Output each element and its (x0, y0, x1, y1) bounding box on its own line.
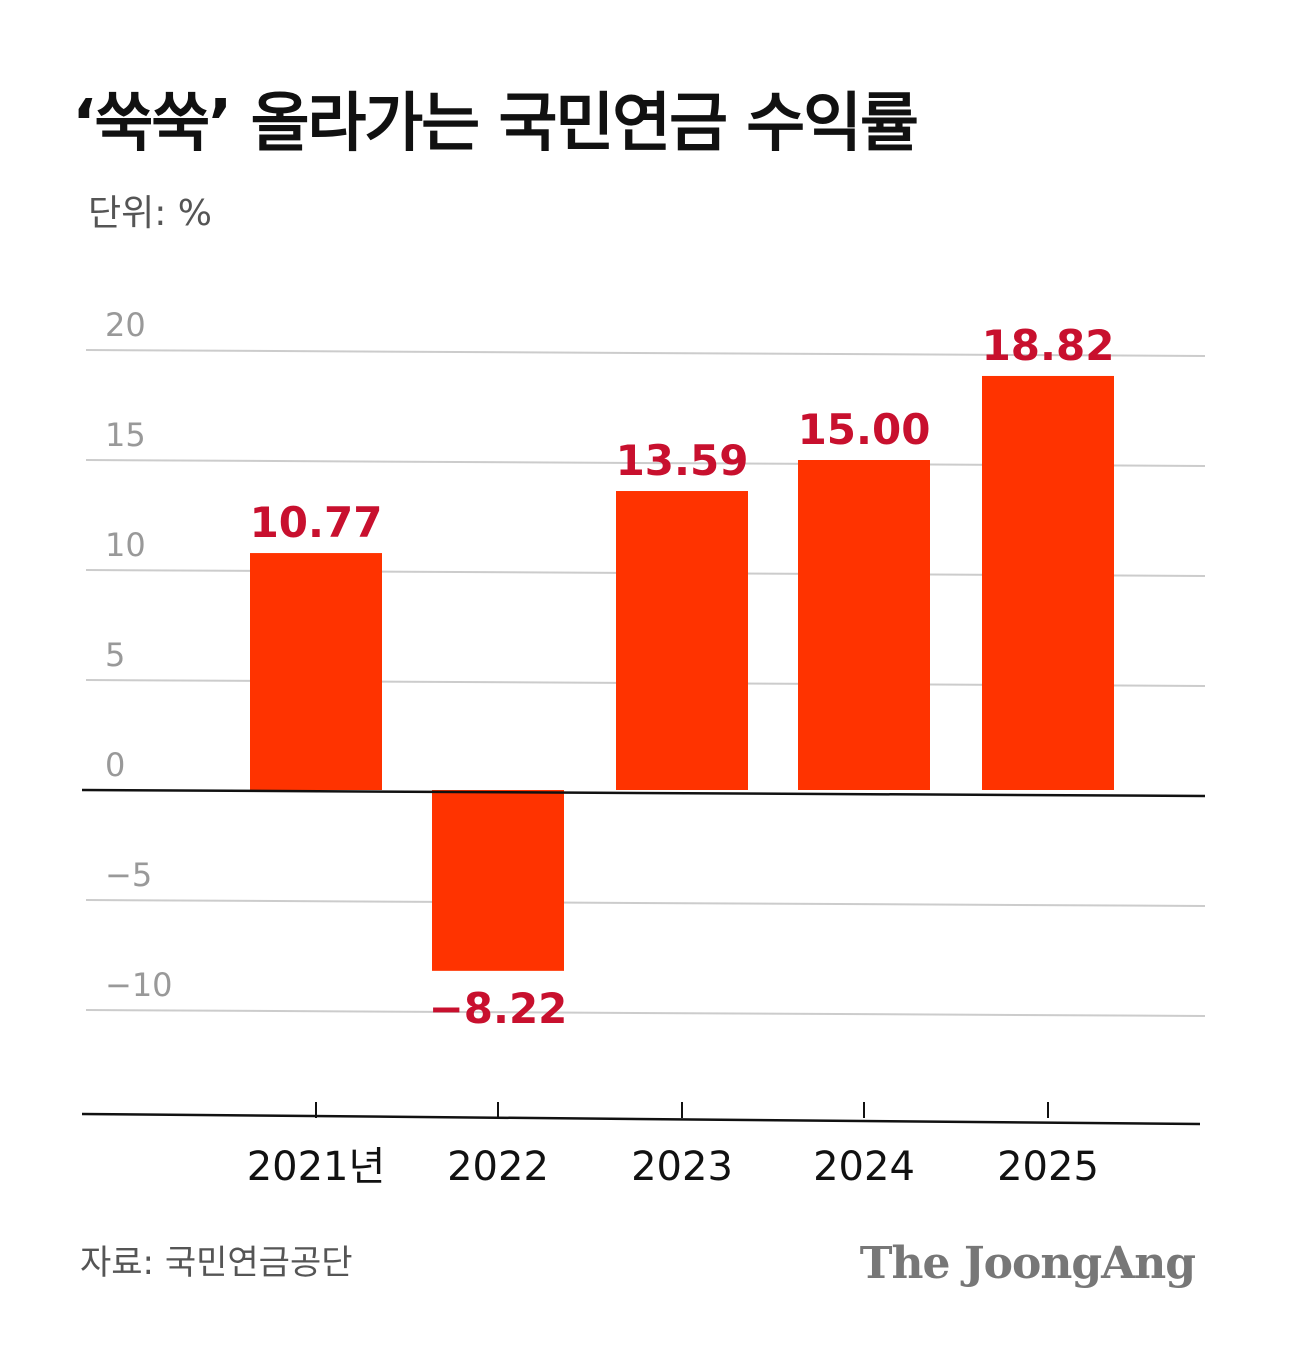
bar (250, 553, 382, 790)
zero-line (81, 788, 1206, 798)
value-label: 13.59 (616, 436, 749, 485)
gridline (85, 899, 1206, 907)
value-label: 18.82 (982, 321, 1115, 370)
gridline (85, 1009, 1206, 1017)
bar (432, 790, 564, 971)
bar (798, 460, 930, 790)
y-tick-label: 10 (105, 526, 146, 564)
y-tick-label: 20 (105, 306, 146, 344)
x-tick-label: 2025 (997, 1144, 1099, 1190)
x-tick-label: 2023 (631, 1144, 733, 1190)
bar (616, 491, 748, 790)
y-tick-label: −5 (105, 856, 152, 894)
y-tick-label: 0 (105, 746, 125, 784)
bar (982, 375, 1114, 790)
x-axis-line (81, 1112, 1201, 1126)
unit-label: 단위: % (88, 193, 213, 234)
chart-title: ‘쑥쑥’ 올라가는 국민연금 수익률 (72, 87, 919, 161)
y-tick-label: 5 (105, 636, 125, 674)
value-label: 10.77 (250, 498, 383, 547)
gridline (85, 349, 1206, 357)
x-tick-label: 2024 (813, 1144, 915, 1190)
source-note: 자료: 국민연금공단 (80, 1243, 353, 1283)
value-label: −8.22 (429, 984, 568, 1033)
value-label: 15.00 (798, 405, 931, 454)
brand-logo: The JoongAng (859, 1238, 1196, 1289)
x-tick-label: 2021년 (247, 1144, 386, 1190)
y-tick-label: −10 (105, 966, 173, 1004)
y-tick-label: 15 (105, 416, 146, 454)
x-tick-label: 2022 (447, 1144, 549, 1190)
